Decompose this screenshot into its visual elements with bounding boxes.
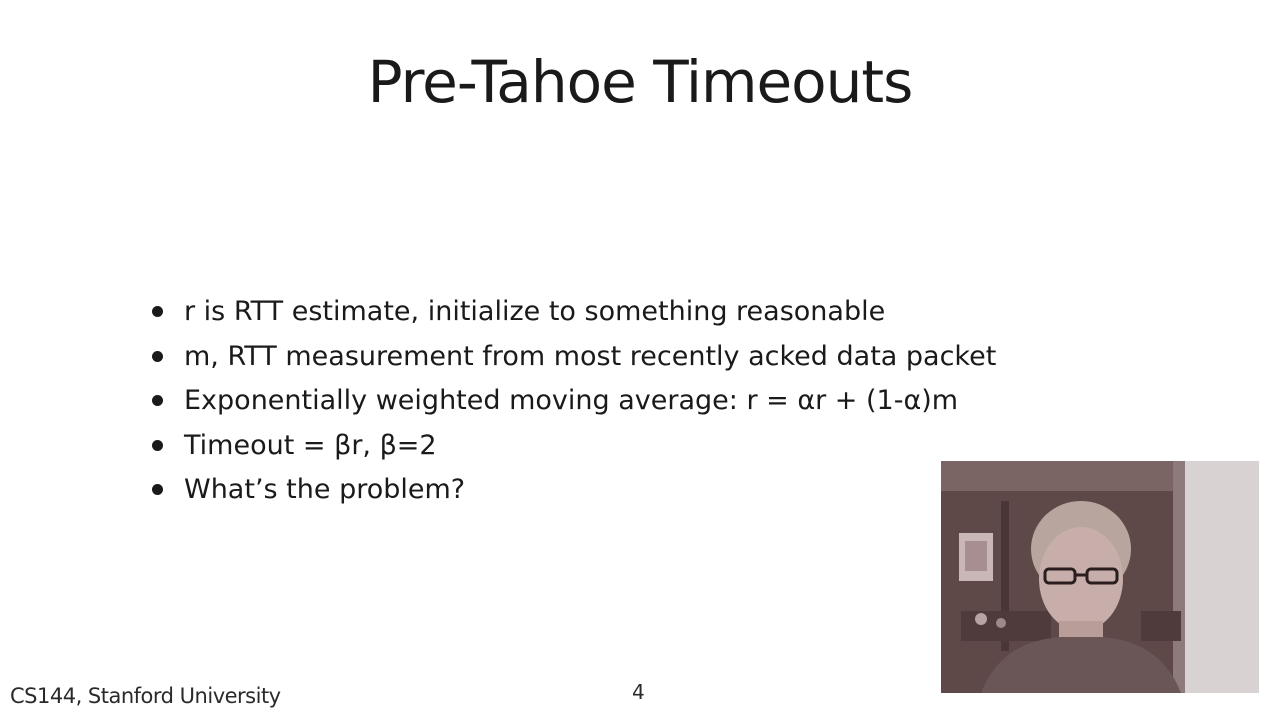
bullet-text: Exponentially weighted moving average: r… (184, 385, 959, 416)
footer-course: CS144, Stanford University (10, 684, 281, 708)
bullet-dot-icon (152, 439, 163, 451)
bullet-item: Exponentially weighted moving average: r… (150, 379, 996, 424)
bullet-dot-icon (152, 350, 163, 362)
bullet-item: r is RTT estimate, initialize to somethi… (150, 290, 996, 335)
bullet-text: r is RTT estimate, initialize to somethi… (184, 296, 886, 327)
bullet-item: Timeout = βr, β=2 (150, 424, 996, 469)
slide-title: Pre-Tahoe Timeouts (367, 48, 914, 116)
bullet-dot-icon (152, 484, 163, 495)
page-number: 4 (632, 680, 645, 704)
bullet-text: Timeout = βr, β=2 (184, 429, 437, 461)
bullet-item: What’s the problem? (150, 468, 996, 513)
bullet-list: r is RTT estimate, initialize to somethi… (150, 290, 996, 513)
presenter-video-icon (941, 461, 1259, 693)
presenter-webcam (941, 461, 1259, 693)
bullet-text: What’s the problem? (184, 474, 466, 505)
bullet-dot-icon (152, 306, 163, 317)
bullet-text: m, RTT measurement from most recently ac… (184, 340, 997, 372)
bullet-item: m, RTT measurement from most recently ac… (150, 335, 996, 380)
bullet-dot-icon (152, 395, 163, 406)
